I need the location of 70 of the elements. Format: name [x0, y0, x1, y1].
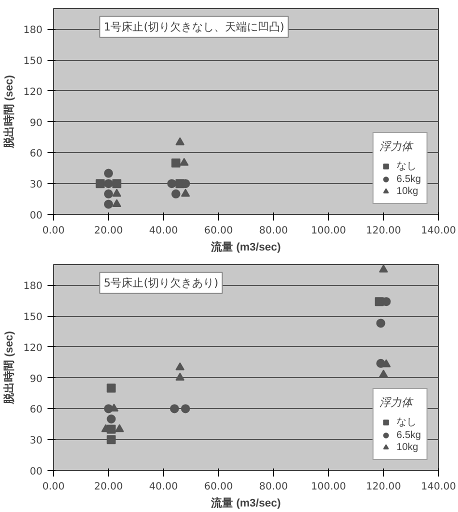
y-tick-label: 00: [30, 210, 43, 222]
point: [170, 404, 179, 414]
x-tick-label: 140.00: [421, 226, 456, 236]
point: [171, 189, 180, 198]
point: [379, 370, 388, 378]
point: [171, 158, 180, 168]
x-tick-label: 0.00: [42, 226, 65, 236]
x-tick-label: 80.00: [259, 482, 288, 492]
legend-title: 浮力体: [380, 396, 414, 410]
y-tick-label: 00: [30, 466, 43, 478]
y-tick-label: 60: [30, 404, 43, 416]
point: [115, 424, 124, 432]
point: [176, 362, 184, 370]
legend-label: 6.5kg: [396, 430, 421, 440]
point: [104, 200, 113, 209]
x-tick-label: 40.00: [149, 482, 178, 492]
x-tick-label: 20.00: [94, 226, 123, 236]
y-tick-label: 60: [30, 148, 43, 160]
y-tick-label: 150: [23, 312, 43, 323]
point: [104, 179, 113, 188]
x-tick-label: 100.00: [311, 226, 346, 236]
x-tick-label: 120.00: [366, 226, 402, 236]
x-tick-label: 140.00: [421, 482, 456, 492]
point: [112, 179, 122, 188]
point: [180, 158, 189, 166]
x-tick-label: 0.00: [42, 482, 65, 492]
point: [96, 179, 105, 188]
point: [176, 137, 184, 146]
y-tick-label: 90: [30, 118, 43, 129]
y-tick-label: 30: [30, 180, 43, 191]
legend-label: なし: [396, 160, 417, 173]
text: 5号床止(切り欠きあり): [104, 276, 218, 290]
point: [112, 199, 122, 208]
y-axis-title: 脱出時間 (sec): [2, 330, 16, 405]
point: [181, 188, 190, 197]
legend-label: なし: [396, 416, 417, 429]
y-tick-label: 30: [30, 436, 43, 447]
x-tick-label: 60.00: [204, 226, 233, 236]
x-tick-label: 60.00: [204, 482, 233, 492]
y-tick-label: 150: [23, 56, 43, 67]
y-tick-label: 90: [30, 374, 43, 385]
x-axis-title: 流量 (m3/sec): [210, 240, 282, 254]
x-tick-label: 20.00: [94, 482, 123, 492]
y-tick-label: 180: [23, 281, 43, 292]
point: [379, 264, 388, 272]
y-tick-label: 120: [23, 342, 43, 354]
y-tick-label: 120: [23, 86, 43, 98]
legend-title: 浮力体: [380, 140, 414, 154]
x-axis-title: 流量 (m3/sec): [210, 496, 282, 510]
point: [167, 179, 176, 188]
point: [104, 168, 113, 178]
legend-label: 6.5kg: [396, 174, 421, 184]
point: [382, 359, 391, 368]
text: 1号床止(切り欠きなし、天端に凹凸): [104, 20, 284, 34]
point: [106, 414, 116, 424]
point: [176, 372, 184, 381]
point: [181, 404, 190, 414]
y-axis-title: 脱出時間 (sec): [2, 74, 16, 149]
x-tick-label: 40.00: [149, 226, 178, 236]
legend-label: 10kg: [396, 442, 418, 452]
y-tick-label: 180: [23, 25, 43, 36]
legend-label: 10kg: [396, 186, 418, 196]
x-tick-label: 100.00: [311, 482, 346, 492]
point: [106, 435, 116, 444]
point: [106, 384, 116, 393]
x-tick-label: 120.00: [366, 482, 402, 492]
point: [112, 188, 122, 197]
point: [376, 318, 386, 328]
point: [104, 189, 113, 198]
x-tick-label: 80.00: [259, 226, 288, 236]
